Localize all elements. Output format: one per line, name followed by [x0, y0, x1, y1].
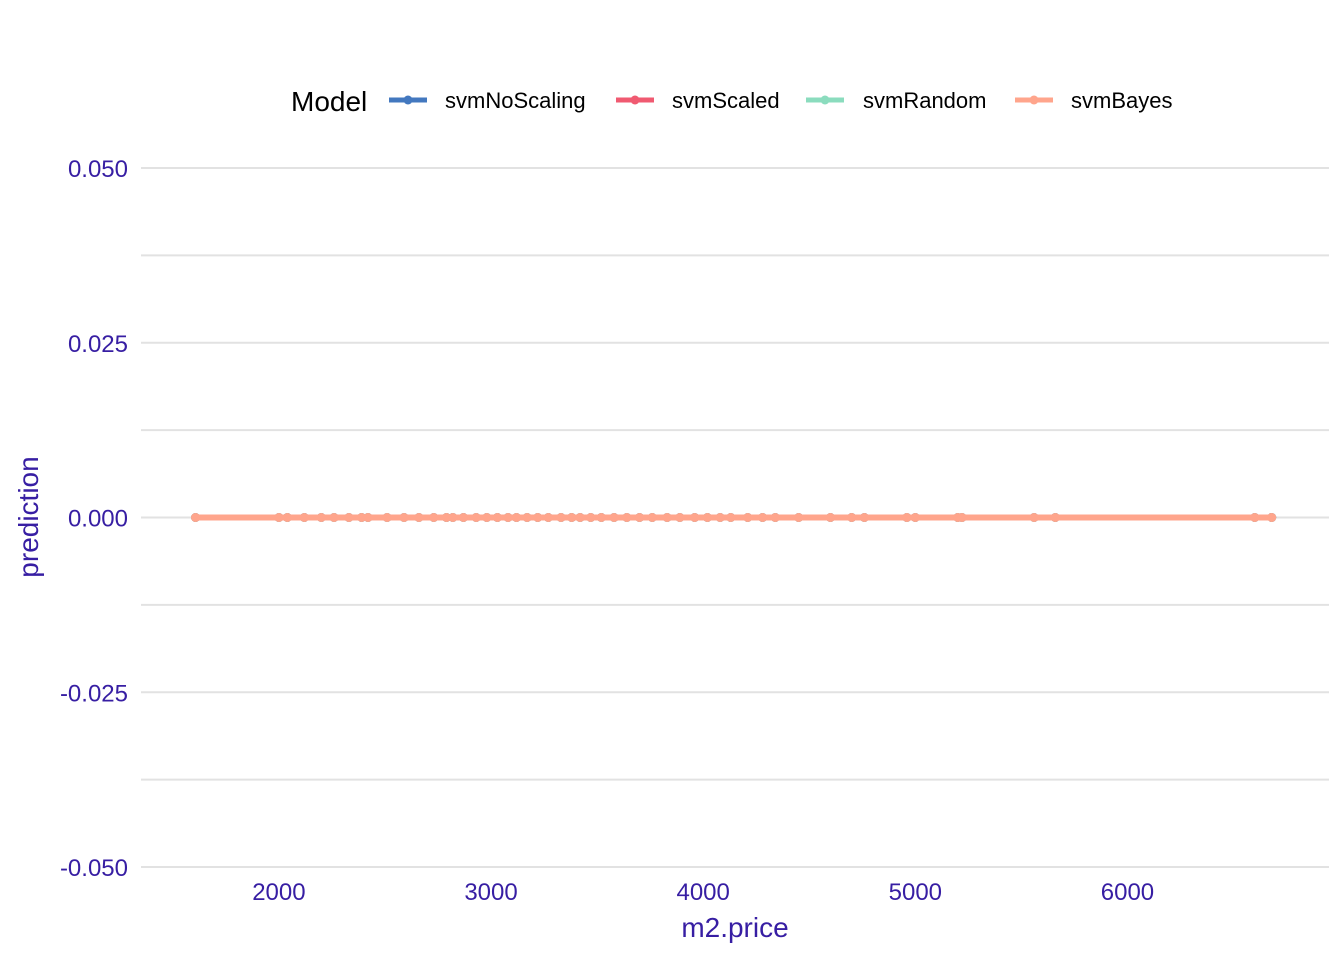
data-point — [622, 513, 632, 522]
data-point — [357, 513, 367, 522]
legend-label: svmNoScaling — [445, 88, 586, 113]
y-tick-label: -0.050 — [60, 855, 128, 882]
data-point — [726, 513, 736, 522]
x-axis-title: m2.price — [681, 912, 788, 943]
data-point — [1029, 513, 1039, 522]
legend-item-svmNoScaling: svmNoScaling — [389, 88, 586, 113]
legend-title: Model — [291, 86, 367, 117]
data-point — [363, 513, 373, 522]
legend-label: svmScaled — [672, 88, 780, 113]
data-point — [556, 513, 566, 522]
data-point — [859, 513, 869, 522]
legend-label: svmRandom — [863, 88, 986, 113]
data-point — [1050, 513, 1060, 522]
data-point — [448, 513, 458, 522]
legend-key-point — [630, 95, 640, 105]
data-point — [635, 513, 645, 522]
legend-key-point — [1029, 95, 1039, 105]
data-point — [690, 513, 700, 522]
data-point — [770, 513, 780, 522]
data-point — [1250, 513, 1260, 522]
x-axis-ticks: 2000 3000 4000 5000 6000 — [252, 879, 1154, 906]
data-point — [543, 513, 553, 522]
y-axis-title: prediction — [13, 456, 44, 577]
data-point — [575, 513, 585, 522]
data-point — [910, 513, 920, 522]
data-point — [847, 513, 857, 522]
legend-key-point — [820, 95, 830, 105]
series-layer — [191, 513, 1277, 522]
data-point — [533, 513, 543, 522]
series-svmBayes — [191, 513, 1277, 522]
data-point — [471, 513, 481, 522]
y-tick-label: 0.050 — [68, 156, 128, 183]
data-point — [503, 513, 513, 522]
data-point — [282, 513, 292, 522]
legend-item-svmRandom: svmRandom — [806, 88, 986, 113]
data-point — [329, 513, 339, 522]
legend: Model svmNoScaling svmScaled svmRandom svmB… — [291, 86, 1172, 117]
legend-item-svmBayes: svmBayes — [1015, 88, 1172, 113]
data-point — [586, 513, 596, 522]
legend-item-svmScaled: svmScaled — [616, 88, 780, 113]
data-point — [758, 513, 768, 522]
data-point — [441, 513, 451, 522]
data-point — [511, 513, 521, 522]
data-point — [482, 513, 492, 522]
data-point — [1267, 513, 1277, 522]
data-point — [299, 513, 309, 522]
data-point — [191, 513, 201, 522]
data-point — [609, 513, 619, 522]
y-tick-label: 0.025 — [68, 331, 128, 358]
data-point — [957, 513, 967, 522]
data-point — [715, 513, 725, 522]
data-point — [596, 513, 606, 522]
data-point — [567, 513, 577, 522]
data-point — [662, 513, 672, 522]
data-point — [743, 513, 753, 522]
data-point — [316, 513, 326, 522]
x-tick-label: 3000 — [464, 879, 517, 906]
y-tick-label: 0.000 — [68, 506, 128, 533]
x-tick-label: 5000 — [889, 879, 942, 906]
legend-key-point — [403, 95, 413, 105]
data-point — [344, 513, 354, 522]
data-point — [794, 513, 804, 522]
x-tick-label: 4000 — [676, 879, 729, 906]
x-tick-label: 2000 — [252, 879, 305, 906]
data-point — [647, 513, 657, 522]
data-point — [458, 513, 468, 522]
data-point — [522, 513, 532, 522]
data-point — [825, 513, 835, 522]
data-point — [414, 513, 424, 522]
legend-label: svmBayes — [1071, 88, 1172, 113]
data-point — [675, 513, 685, 522]
data-point — [274, 513, 284, 522]
y-axis-ticks: -0.050 -0.025 0.000 0.025 0.050 — [60, 156, 128, 882]
data-point — [382, 513, 392, 522]
data-point — [492, 513, 502, 522]
x-tick-label: 6000 — [1101, 879, 1154, 906]
data-point — [429, 513, 439, 522]
data-point — [399, 513, 409, 522]
data-point — [902, 513, 912, 522]
data-point — [702, 513, 712, 522]
y-tick-label: -0.025 — [60, 680, 128, 707]
